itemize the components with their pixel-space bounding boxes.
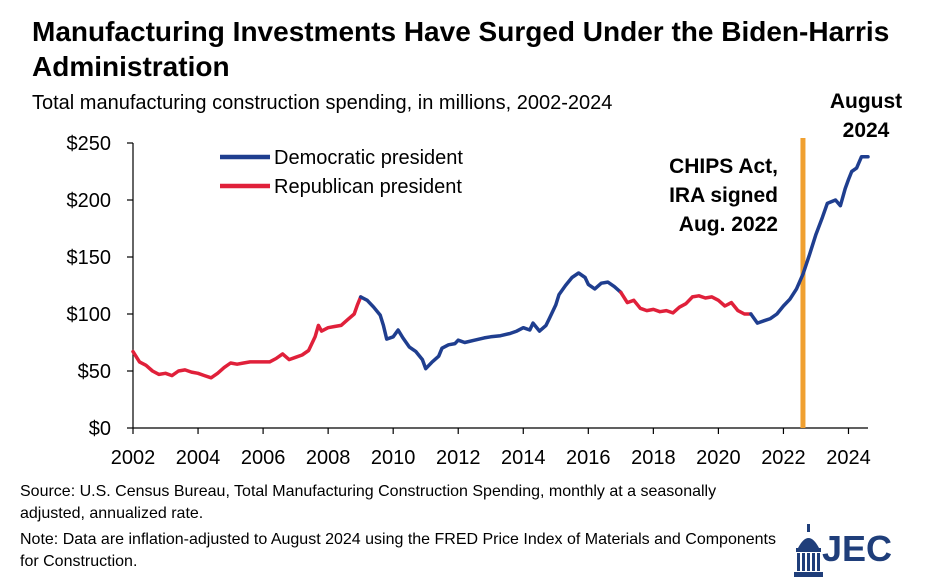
chart-marks bbox=[131, 138, 870, 428]
x-tick-label: 2020 bbox=[696, 447, 741, 469]
logo-text: JEC bbox=[822, 528, 893, 569]
source-note: Source: U.S. Census Bureau, Total Manufa… bbox=[20, 483, 717, 522]
chips-ira-annotation: CHIPS Act, bbox=[669, 155, 778, 178]
august-2024-annotation: August bbox=[830, 90, 902, 113]
x-tick-label: 2012 bbox=[436, 447, 481, 469]
jec-logo: JEC bbox=[792, 522, 912, 580]
chart-legend: Democratic president Republican president bbox=[220, 147, 463, 198]
x-tick-label: 2006 bbox=[241, 447, 286, 469]
republican-series-line bbox=[131, 295, 363, 380]
chart-annotations: CHIPS Act, IRA signed Aug. 2022 August 2024 bbox=[669, 90, 902, 236]
y-tick-label: $250 bbox=[67, 133, 112, 155]
democratic-series-line bbox=[749, 154, 870, 325]
capitol-dome-icon bbox=[794, 524, 823, 577]
chips-ira-annotation: Aug. 2022 bbox=[679, 213, 778, 236]
x-tick-label: 2022 bbox=[761, 447, 806, 469]
chart-axes: $0 $50 $100 $150 $200 $250 2002 2004 2006 2008 201… bbox=[67, 133, 871, 469]
y-tick-label: $100 bbox=[67, 304, 112, 326]
y-tick-label: $50 bbox=[78, 361, 111, 383]
x-tick-label: 2002 bbox=[111, 447, 156, 469]
legend-label: Republican president bbox=[274, 176, 462, 198]
y-tick-label: $0 bbox=[89, 418, 111, 440]
x-tick-label: 2008 bbox=[306, 447, 351, 469]
y-tick-label: $150 bbox=[67, 247, 112, 269]
chart-title: Manufacturing Investments Have Surged Un… bbox=[32, 16, 890, 82]
democratic-series-line bbox=[358, 271, 623, 371]
chart-subtitle: Total manufacturing construction spendin… bbox=[32, 92, 613, 114]
x-tick-label: 2018 bbox=[631, 447, 676, 469]
x-tick-label: 2024 bbox=[826, 447, 871, 469]
legend-label: Democratic president bbox=[274, 147, 463, 169]
x-tick-label: 2016 bbox=[566, 447, 611, 469]
x-tick-label: 2004 bbox=[176, 447, 221, 469]
chips-ira-annotation: IRA signed bbox=[669, 184, 778, 207]
august-2024-annotation: 2024 bbox=[843, 119, 890, 142]
y-tick-label: $200 bbox=[67, 190, 112, 212]
republican-series-line bbox=[619, 290, 753, 316]
x-tick-label: 2014 bbox=[501, 447, 546, 469]
x-tick-label: 2010 bbox=[371, 447, 416, 469]
data-note: Note: Data are inflation-adjusted to Aug… bbox=[20, 531, 776, 570]
